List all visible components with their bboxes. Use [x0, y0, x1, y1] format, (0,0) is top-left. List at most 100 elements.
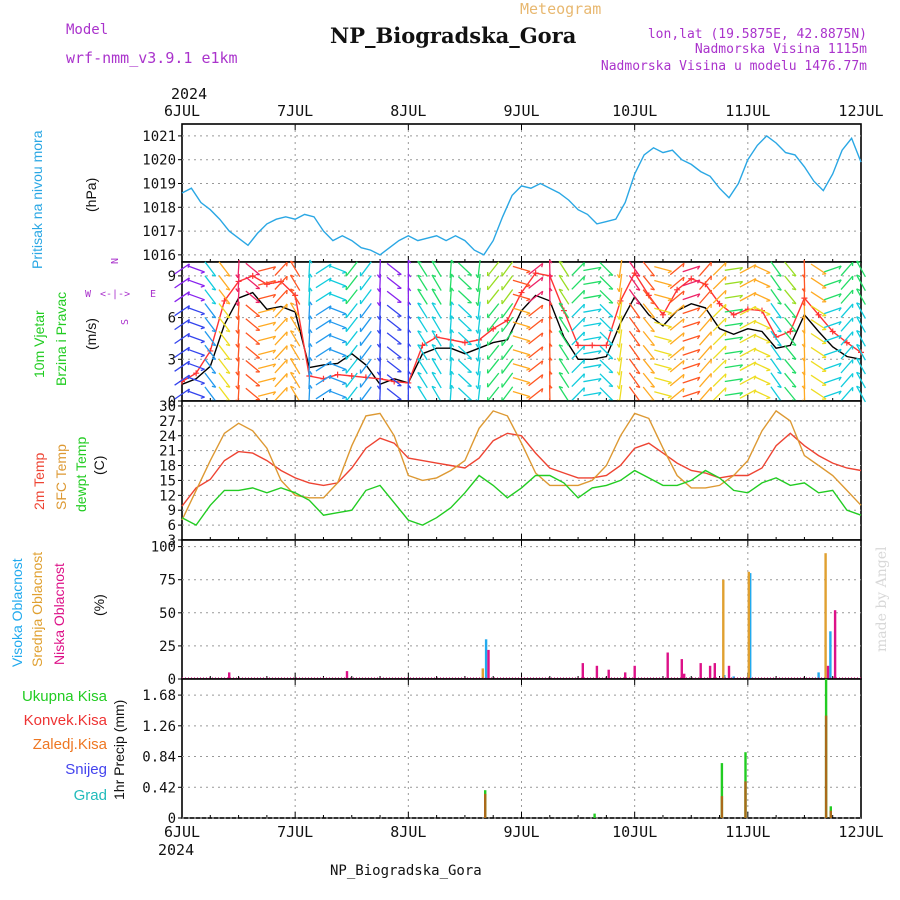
wind-arrow-head — [838, 362, 842, 367]
wind-arrow — [712, 345, 727, 360]
wind-arrow — [204, 261, 217, 277]
wind-arrow — [699, 289, 712, 304]
wind-arrow — [237, 301, 240, 320]
wind-arrow — [512, 279, 531, 287]
wind-arrow-head — [724, 304, 727, 309]
wind-arrow — [739, 361, 757, 372]
wind-arrow — [571, 289, 585, 304]
wind-arrow — [724, 350, 743, 355]
station-title: NP_Biogradska_Gora — [330, 23, 577, 48]
wind-arrow — [328, 278, 347, 287]
wind-arrow-head — [597, 322, 602, 327]
wind-arrow-head — [342, 299, 347, 302]
wind-arrow-head — [724, 318, 727, 323]
wind-arrow-head — [290, 274, 295, 278]
wind-arrow — [784, 386, 797, 402]
wind-arrow — [417, 288, 428, 305]
wind-arrow-head — [650, 357, 655, 361]
wind-arrow — [739, 333, 757, 344]
wind-arrow — [618, 357, 623, 376]
wind-arrow-head — [431, 302, 436, 306]
top-tick-label: 10JUL — [612, 102, 657, 120]
wind-arrow — [386, 346, 402, 359]
wind-arrow — [528, 304, 544, 317]
wind-arrow-head — [211, 357, 216, 361]
wind-arrow — [289, 344, 301, 361]
wind-arrow-head — [838, 265, 842, 270]
wind-arrow-head — [838, 349, 842, 354]
wind-arrow — [359, 303, 372, 319]
wind-arrow-head — [342, 396, 347, 400]
y-tick-label: 1020 — [142, 153, 176, 169]
top-tick-labels: 6JUL 7JUL 8JUL 9JUL 10JUL 11JUL 12JUL — [164, 102, 884, 120]
gust-marker — [193, 370, 200, 377]
wind-arrow — [724, 378, 743, 383]
y-tick-label: 24 — [159, 429, 176, 445]
wind-arrow — [753, 306, 771, 315]
wind-arrow — [274, 345, 288, 360]
wind-arrow-head — [635, 274, 641, 277]
wind-arrow-head — [739, 294, 744, 299]
wind-arrow — [669, 262, 685, 276]
wind-arrow-head — [200, 354, 205, 358]
wind-arrow-head — [342, 341, 347, 344]
wind-arrow — [237, 259, 240, 278]
gust-marker — [815, 311, 822, 318]
wind-arrow-head — [791, 371, 797, 374]
wind-arrow — [784, 372, 797, 388]
wind-arrow — [218, 303, 231, 319]
wind-arrow — [449, 357, 453, 376]
wind-arrow — [599, 303, 614, 318]
wind-arrow-head — [376, 329, 381, 334]
wind-arrow-head — [616, 301, 620, 307]
wind-arrow-head — [272, 349, 277, 354]
wind-arrow-head — [558, 288, 564, 292]
wind-arrow — [642, 330, 656, 346]
wind-arrow — [501, 372, 514, 388]
wind-arrow-head — [616, 315, 620, 320]
wind-arrow — [724, 280, 743, 285]
wind-arrow — [204, 386, 217, 402]
wind-arrow-head — [558, 330, 564, 333]
wind-arrow-head — [739, 308, 744, 313]
wind-arrow — [628, 261, 641, 277]
wind-arrow — [810, 305, 827, 317]
wind-arrow-head — [856, 330, 861, 333]
wind-arrow-head — [272, 335, 277, 340]
wind-arrow — [840, 289, 854, 304]
wind-arrow — [654, 265, 672, 272]
wind-arrow — [654, 335, 672, 342]
y-tick-label: 12 — [159, 488, 176, 504]
wind-arrow — [501, 330, 514, 347]
compass-e: E — [150, 289, 156, 300]
wind-arrow-head — [272, 391, 277, 396]
wind-arrow-head — [635, 316, 641, 319]
compass-icon: N W E S <-|-> — [85, 258, 156, 325]
y-tick-label: 21 — [159, 444, 176, 460]
wind-arrow — [431, 344, 442, 361]
wind-arrow — [477, 259, 481, 278]
wind-arrow — [618, 301, 623, 320]
wind-arrow — [642, 275, 656, 291]
wind-arrow — [386, 276, 402, 289]
wind-arrow-head — [597, 350, 602, 355]
wind-arrow — [477, 287, 481, 306]
y-tick-label: 1016 — [142, 248, 176, 264]
wind-arrow — [218, 344, 231, 360]
wind-arrow — [856, 288, 866, 305]
wind-arrow-head — [650, 288, 655, 291]
compass-arrows: <-|-> — [100, 289, 130, 300]
wind-arrows-layer — [174, 259, 866, 404]
wind-arrow-head — [696, 349, 701, 354]
wind-arrow — [599, 345, 614, 360]
wind-arrow — [477, 329, 481, 348]
wind-arrow — [642, 289, 656, 305]
gust-marker — [348, 372, 355, 379]
wind-arrow — [712, 276, 727, 290]
wind-arrow-head — [667, 354, 672, 357]
wind-arrow — [699, 303, 712, 318]
wind-arrow-head — [272, 266, 277, 271]
wind-arrow — [628, 275, 641, 291]
wind-arrow — [386, 318, 402, 331]
wind-arrow — [274, 373, 288, 388]
